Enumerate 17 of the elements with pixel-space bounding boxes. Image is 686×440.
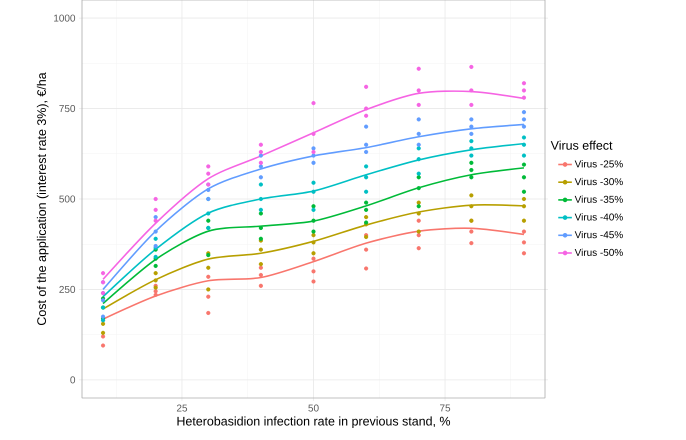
legend-label: Virus -50% — [574, 248, 623, 256]
legend-label: Virus -35% — [574, 196, 623, 203]
x-tick-label: 50 — [308, 404, 319, 412]
y-tick-label: 1000 — [54, 14, 76, 22]
legend-title: Virus effect — [550, 140, 612, 150]
legend-label: Virus -30% — [574, 178, 623, 186]
y-tick-label: 500 — [59, 195, 76, 203]
legend-label: Virus -40% — [574, 213, 623, 221]
legend-label: Virus -25% — [574, 160, 623, 168]
x-tick-label: 75 — [440, 404, 450, 412]
x-tick-label: 25 — [176, 404, 188, 412]
y-axis-title: Cost of the application (interest rate 3%), €/ha — [36, 72, 48, 326]
y-tick-label: 750 — [59, 105, 76, 112]
y-tick-label: 250 — [59, 286, 76, 293]
y-tick-label: 0 — [70, 376, 76, 384]
x-axis-title: Heterobasidion infection rate in previous stand, % — [177, 416, 450, 428]
legend-label: Virus -45% — [574, 230, 623, 238]
